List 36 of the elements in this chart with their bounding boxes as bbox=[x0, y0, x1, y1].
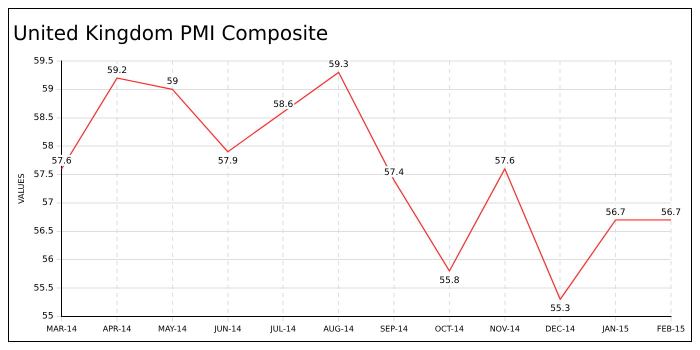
y-tick-label: 58 bbox=[42, 141, 54, 152]
y-tick-label: 55 bbox=[42, 312, 54, 322]
x-tick-label: AUG-14 bbox=[323, 324, 354, 334]
y-tick-label: 56 bbox=[42, 254, 54, 265]
y-axis-title: VALUES bbox=[16, 173, 26, 204]
data-label: 59.2 bbox=[107, 66, 128, 76]
data-label: 57.6 bbox=[52, 156, 72, 167]
y-tick-label: 57.5 bbox=[34, 170, 54, 180]
data-label: 55.3 bbox=[550, 304, 570, 314]
y-tick-label: 57 bbox=[42, 198, 54, 208]
data-label: 55.8 bbox=[439, 276, 460, 286]
x-tick-label: JUN-14 bbox=[213, 324, 242, 334]
y-tick-label: 55.5 bbox=[34, 283, 54, 294]
data-label: 56.7 bbox=[660, 208, 682, 218]
x-tick-label: DEC-14 bbox=[545, 324, 576, 334]
chart-title: United Kingdom PMI Composite bbox=[13, 21, 328, 46]
x-tick-label: FEB-15 bbox=[656, 324, 686, 334]
x-tick-label: MAR-14 bbox=[46, 324, 77, 334]
data-label: 59.3 bbox=[328, 60, 349, 70]
data-label: 58.6 bbox=[273, 100, 294, 110]
x-tick-label: APR-14 bbox=[102, 324, 132, 334]
y-tick-label: 56.5 bbox=[34, 226, 54, 237]
x-tick-label: JAN-15 bbox=[601, 324, 629, 334]
x-tick-label: NOV-14 bbox=[490, 324, 520, 334]
x-tick-label: MAY-14 bbox=[158, 324, 187, 334]
data-label: 59 bbox=[166, 77, 178, 88]
data-label: 57.6 bbox=[494, 156, 516, 167]
y-tick-label: 59.5 bbox=[34, 56, 54, 66]
x-tick-label: OCT-14 bbox=[434, 324, 464, 334]
data-label: 57.9 bbox=[218, 156, 238, 167]
x-tick-label: JUL-14 bbox=[269, 324, 296, 334]
data-label: 57.4 bbox=[384, 168, 404, 178]
y-tick-label: 58.5 bbox=[34, 113, 54, 124]
x-tick-label: SEP-14 bbox=[380, 324, 408, 334]
y-tick-label: 59 bbox=[42, 84, 54, 95]
data-label: 56.7 bbox=[606, 208, 626, 218]
